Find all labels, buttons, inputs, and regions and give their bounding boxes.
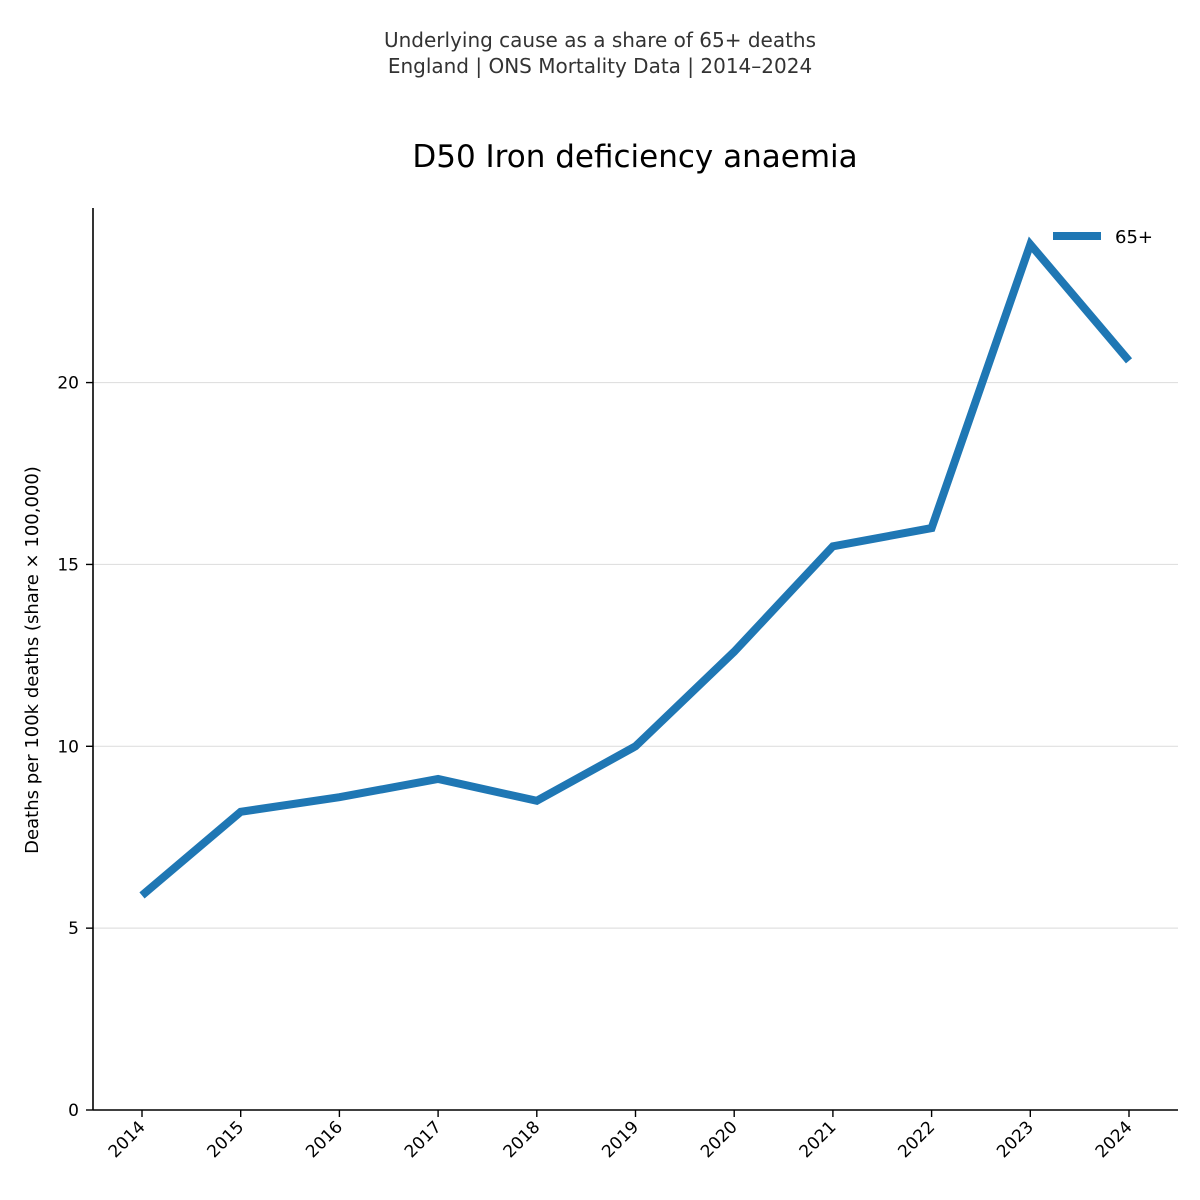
- legend-label-65-plus: 65+: [1115, 227, 1153, 248]
- data-point-2015: [237, 808, 245, 816]
- data-point-2018: [533, 797, 541, 805]
- data-point-2014: [138, 891, 146, 899]
- data-point-2023: [1026, 240, 1034, 248]
- y-tick-label-20: 20: [57, 374, 79, 394]
- x-tick-label-2020: 2020: [697, 1117, 742, 1162]
- data-point-2020: [730, 648, 738, 656]
- data-point-2017: [434, 775, 442, 783]
- x-tick-label-2021: 2021: [796, 1117, 841, 1162]
- x-tick-label-2014: 2014: [105, 1117, 150, 1162]
- axes: [92, 208, 1178, 1111]
- y-tick-label-15: 15: [57, 555, 79, 575]
- x-tick-label-2015: 2015: [203, 1117, 248, 1162]
- x-tick-label-2022: 2022: [894, 1117, 939, 1162]
- chart-suptitle-line-1: Underlying cause as a share of 65+ death…: [384, 28, 816, 52]
- y-axis-label: Deaths per 100k deaths (share × 100,000): [22, 466, 43, 854]
- x-tick-label-2017: 2017: [401, 1117, 446, 1162]
- series-line-0: [139, 236, 1133, 899]
- x-tick-label-2019: 2019: [598, 1117, 643, 1162]
- y-tick-label-0: 0: [68, 1101, 79, 1121]
- x-tick-label-2018: 2018: [500, 1117, 545, 1162]
- x-tick-label-2016: 2016: [302, 1117, 347, 1162]
- y-gridlines: [93, 381, 1178, 929]
- data-point-2019: [632, 742, 640, 750]
- series-group: [138, 236, 1133, 899]
- data-point-2016: [335, 793, 343, 801]
- y-tick-label-10: 10: [57, 737, 79, 757]
- x-tick-label-2023: 2023: [993, 1117, 1038, 1162]
- data-point-2022: [928, 524, 936, 532]
- chart-suptitle-line-2: England | ONS Mortality Data | 2014–2024: [388, 54, 812, 78]
- data-point-2024: [1125, 357, 1133, 365]
- x-tick-label-2024: 2024: [1092, 1117, 1137, 1162]
- legend: 65+: [1053, 227, 1153, 248]
- data-point-2021: [829, 542, 837, 550]
- chart-title: D50 Iron deficiency anaemia: [412, 139, 857, 175]
- x-axis-ticks: 2014 2015 2016 2017 2018 2019 2020 2021 2022 2023…: [105, 1110, 1137, 1162]
- y-axis-ticks: 0 5 10 15 20: [57, 374, 93, 1121]
- y-tick-label-5: 5: [68, 919, 79, 939]
